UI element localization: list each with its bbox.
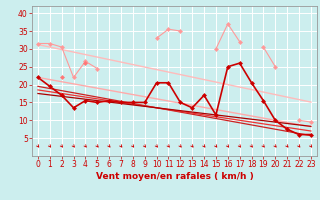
X-axis label: Vent moyen/en rafales ( km/h ): Vent moyen/en rafales ( km/h )	[96, 172, 253, 181]
